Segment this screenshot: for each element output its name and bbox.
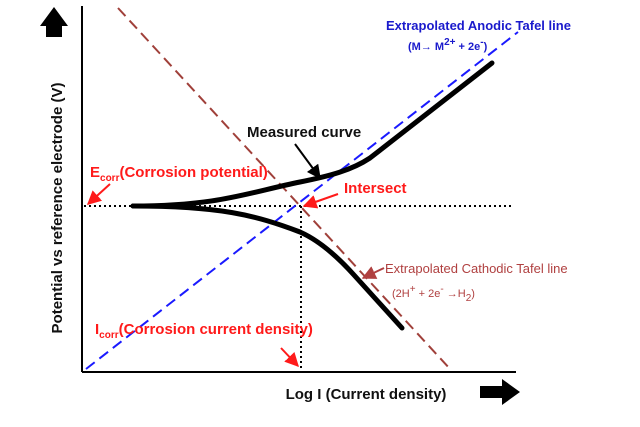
- measured-curve-anodic-branch: [130, 60, 495, 209]
- icorr-label: Icorr(Corrosion current density): [95, 321, 313, 341]
- measured-curve-pointer: [294, 143, 321, 180]
- ecorr-pointer: [86, 183, 111, 205]
- measured-curve-label: Measured curve: [247, 124, 361, 141]
- intersect-pointer: [302, 193, 339, 209]
- anodic-reaction-label: (M→ M2+ + 2e-): [408, 37, 488, 53]
- anodic-tafel-label: Extrapolated Anodic Tafel line: [386, 18, 571, 33]
- anodic-tafel-line: [85, 31, 519, 370]
- icorr-pointer: [280, 347, 299, 368]
- cathodic-tafel-line: [117, 7, 452, 371]
- up-arrow-icon: [40, 7, 68, 37]
- cathodic-pointer: [361, 266, 385, 279]
- y-axis-label: Potential vs reference electrode (V): [49, 83, 66, 334]
- intersect-label: Intersect: [344, 180, 407, 197]
- cathodic-tafel-label: Extrapolated Cathodic Tafel line: [385, 261, 568, 276]
- measured-curve-cathodic-branch: [130, 203, 405, 331]
- ecorr-label: Ecorr(Corrosion potential): [90, 164, 268, 184]
- cathodic-reaction-label: (2H+ + 2e- →H2): [392, 284, 475, 304]
- x-axis-label: Log I (Current density): [286, 386, 447, 403]
- right-arrow-icon: [480, 379, 520, 405]
